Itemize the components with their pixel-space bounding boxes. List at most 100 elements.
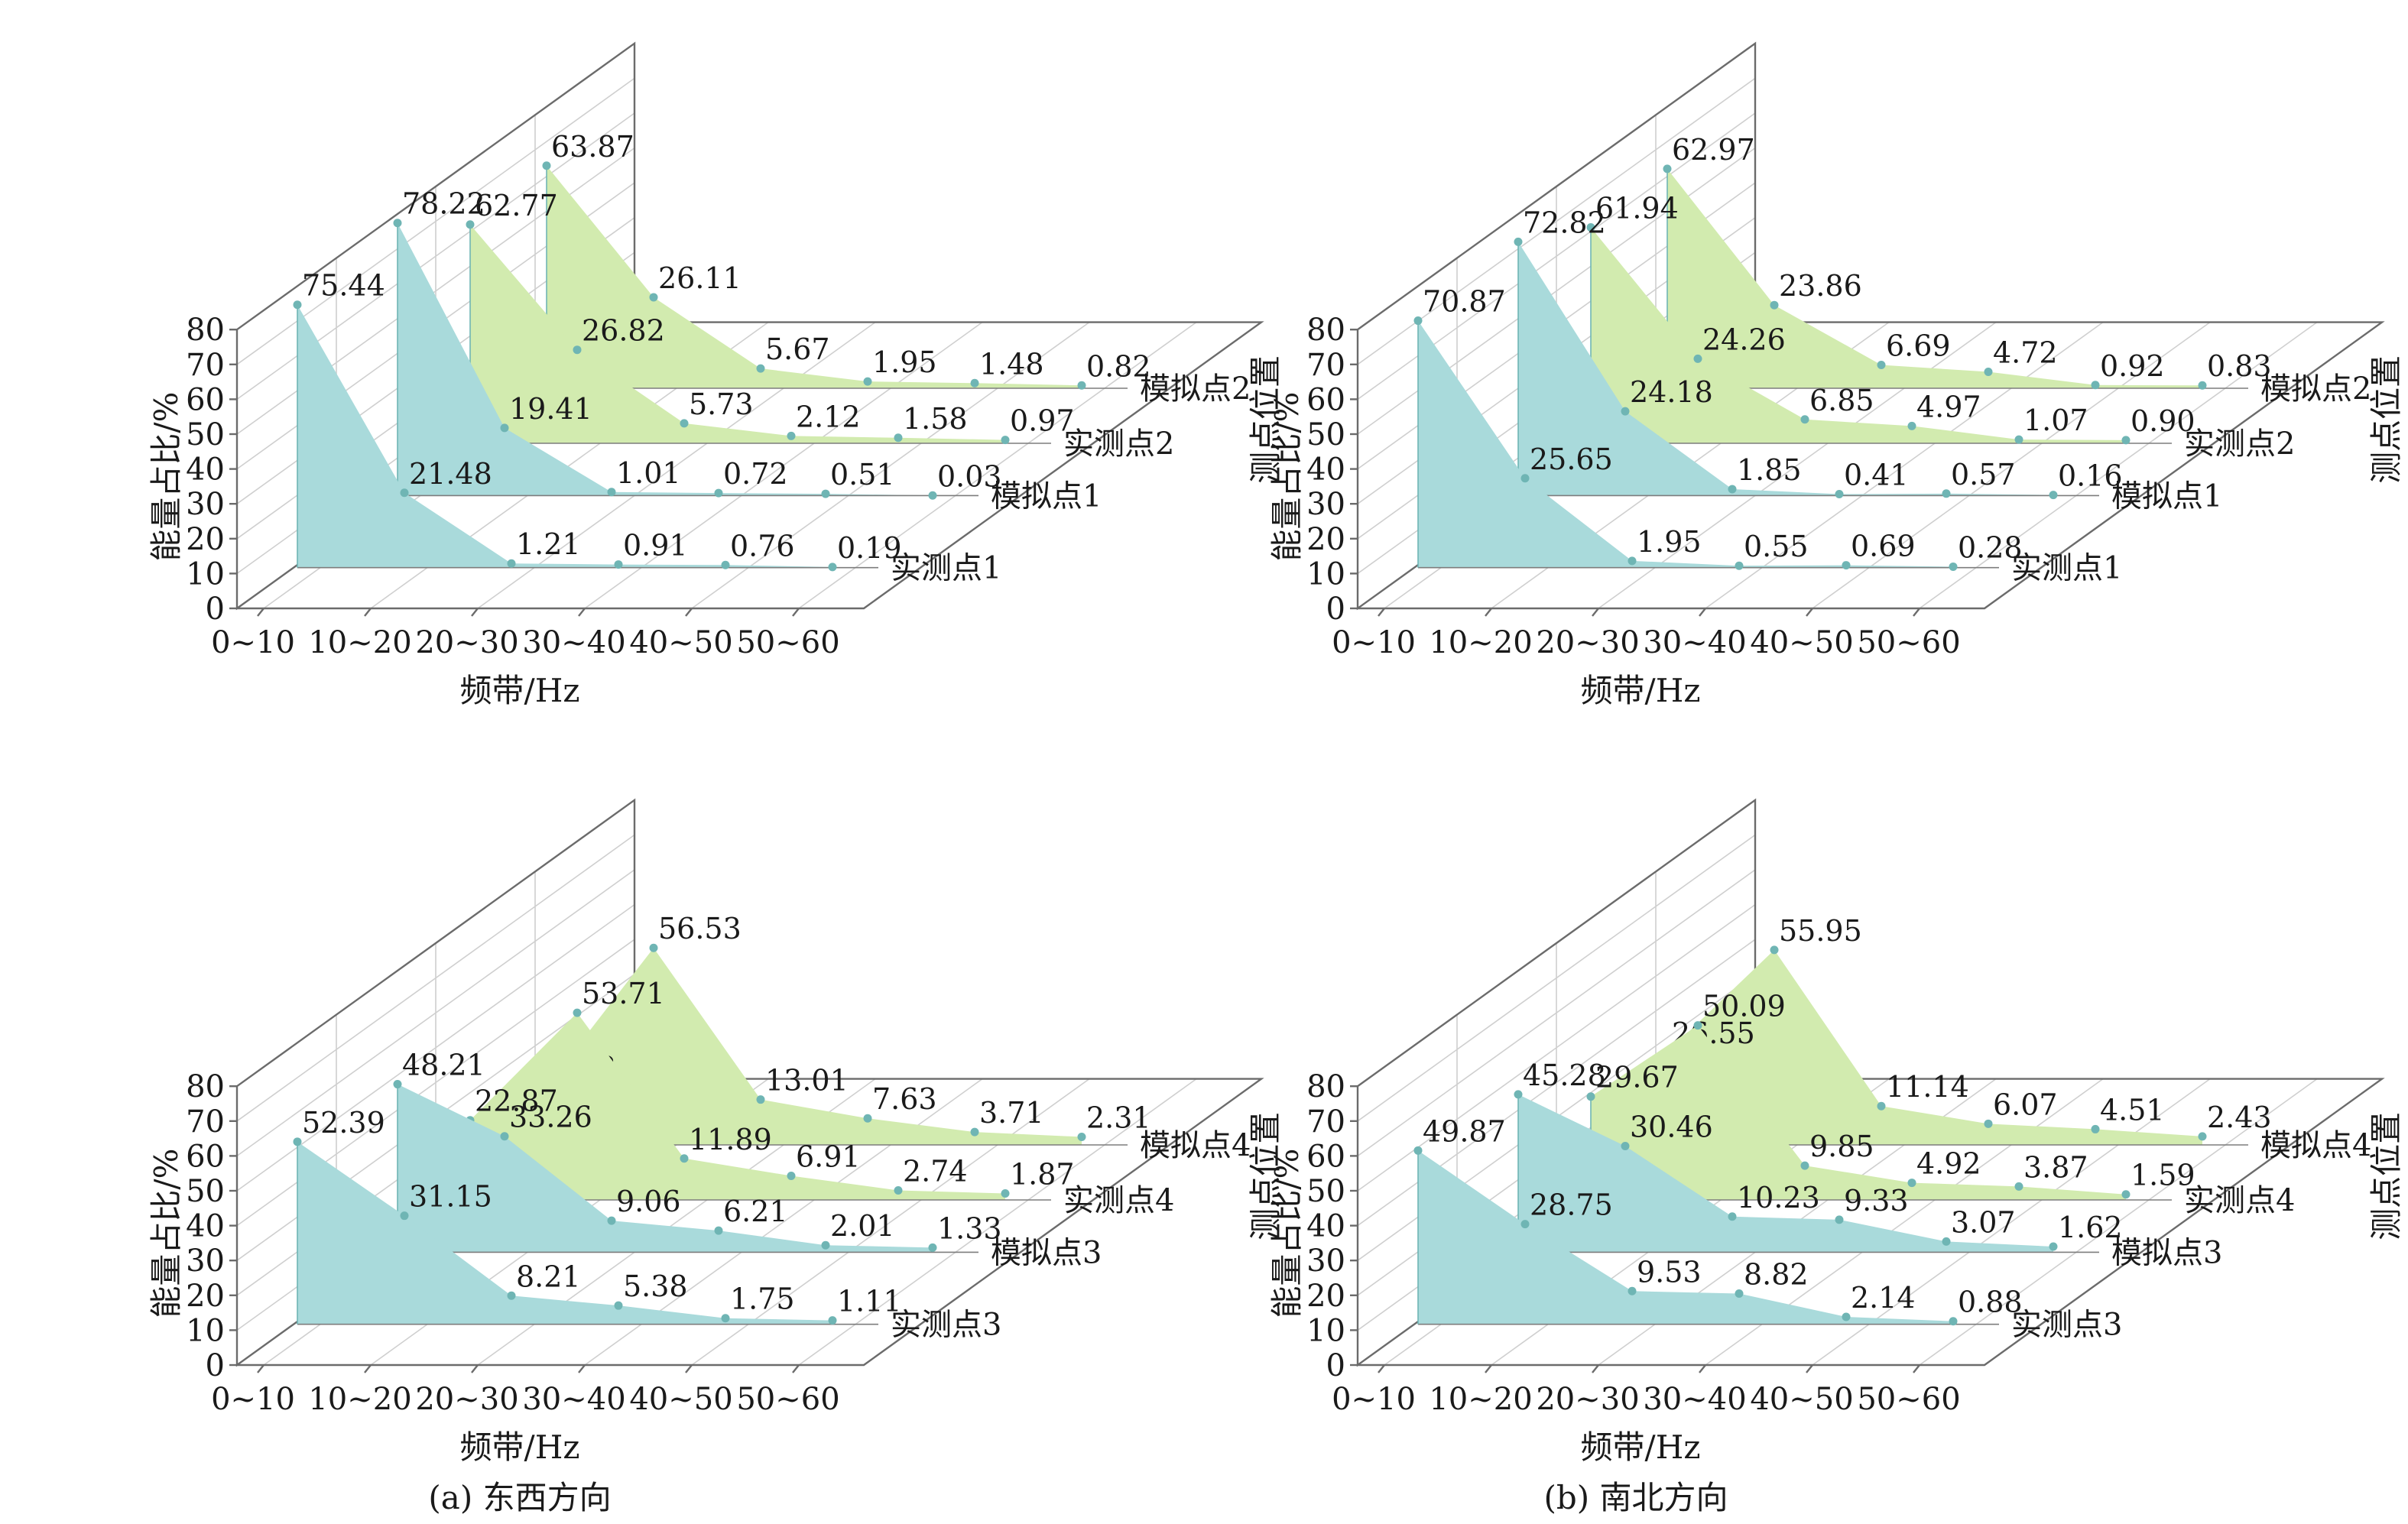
series-area [547,165,1082,388]
data-label: 1.21 [516,527,581,561]
data-label: 0.57 [1951,458,2016,491]
data-point [1728,1212,1737,1221]
data-point [1949,562,1958,571]
data-label: 5.67 [765,332,830,366]
grid-line [1705,321,2104,609]
grid-line [477,321,876,609]
data-label: 49.87 [1423,1114,1506,1148]
y-tick-label: 20 [1306,1279,1345,1314]
data-label: 6.69 [1886,329,1951,362]
data-point [756,364,765,373]
data-label: 25.65 [1530,443,1613,476]
data-label: 4.51 [2100,1093,2165,1127]
data-label: 1.87 [1010,1157,1075,1191]
x-tick-mark [1592,608,1599,617]
series-area [1518,242,2053,496]
data-label: 1.07 [2023,404,2088,437]
series-name-label: 实测点3 [2011,1308,2122,1343]
y-tick-label: 60 [1306,382,1345,417]
floor [1358,1078,2385,1367]
data-label: 0.03 [937,459,1002,493]
data-label: 2.12 [796,400,861,433]
data-point [1735,561,1744,570]
x-axis-title: 频带/Hz [1581,1428,1701,1466]
x-tick-mark [364,1364,372,1373]
data-point [1842,1312,1851,1321]
data-label: 1.95 [872,345,937,379]
data-point [507,559,516,568]
series-name-label: 模拟点4 [1140,1128,1251,1163]
data-label: 0.92 [2100,349,2165,383]
y-tick-label: 10 [186,556,225,592]
data-point [1835,490,1844,499]
y-tick-label: 30 [186,1244,225,1279]
data-point [1728,485,1737,494]
x-tick-mark [792,1364,800,1373]
x-tick-mark [257,1364,264,1373]
x-tick-label: 50~60 [1857,1382,1960,1417]
series-area [398,1084,933,1253]
y-tick-label: 30 [1306,1244,1345,1279]
x-tick-mark [471,1364,479,1373]
data-label: 24.26 [1702,323,1786,356]
data-point [928,491,937,500]
data-label: 0.88 [1958,1286,2023,1319]
data-point [542,161,551,170]
data-label: 10.23 [1737,1181,1820,1214]
data-label: 0.82 [1086,349,1151,383]
y-axis-title: 能量占比/% [1268,1149,1306,1318]
y-tick-label: 0 [206,1348,225,1383]
y-axis-title: 能量占比/% [1268,392,1306,562]
data-label: 1.62 [2058,1211,2123,1244]
y-tick-label: 80 [186,313,225,348]
y-tick-label: 40 [186,1209,225,1244]
series-name-label: 实测点2 [1063,426,1174,462]
grid-line [584,321,983,609]
data-label: 0.72 [723,457,788,491]
y-tick-label: 20 [186,522,225,557]
series-area [1518,1094,2053,1253]
grid-line [1919,321,2318,609]
data-label: 23.86 [1779,269,1862,303]
data-label: 1.48 [979,347,1044,381]
data-point [507,1291,516,1300]
data-label: 1.59 [2131,1159,2195,1192]
data-label: 1.58 [903,402,968,436]
y-tick-label: 70 [186,1104,225,1140]
data-point [393,1080,402,1089]
data-label: 1.33 [937,1211,1002,1245]
data-point [821,489,830,498]
data-label: 22.87 [475,1085,558,1118]
x-tick-mark [1806,1364,1813,1373]
series-name-label: 实测点2 [2184,426,2295,462]
data-point [680,1154,689,1163]
floor [1358,321,2385,610]
data-label: 8.21 [516,1260,581,1293]
data-point [1949,1317,1958,1326]
data-label: 75.44 [302,269,385,303]
y-tick-label: 60 [1306,1139,1345,1174]
series-name-label: 模拟点3 [991,1235,1102,1270]
data-label: 2.14 [1851,1281,1916,1315]
data-point [1077,1132,1086,1141]
data-point [1693,354,1702,363]
data-point [1877,360,1886,369]
y-tick-label: 50 [1306,1174,1345,1209]
grid-line [691,321,1090,609]
y-tick-label: 40 [1306,452,1345,488]
data-label: 8.82 [1744,1258,1809,1292]
data-label: 3.71 [979,1096,1044,1130]
grid-line [1919,1078,2318,1366]
x-tick-label: 40~50 [629,625,732,660]
data-point [721,560,730,569]
series-area [470,1013,1005,1200]
data-point [1693,1021,1702,1030]
x-tick-mark [685,608,693,617]
x-tick-label: 10~20 [1429,625,1532,660]
data-label: 6.91 [796,1140,861,1173]
x-tick-label: 30~40 [1643,1382,1746,1417]
x-tick-mark [1485,608,1492,617]
